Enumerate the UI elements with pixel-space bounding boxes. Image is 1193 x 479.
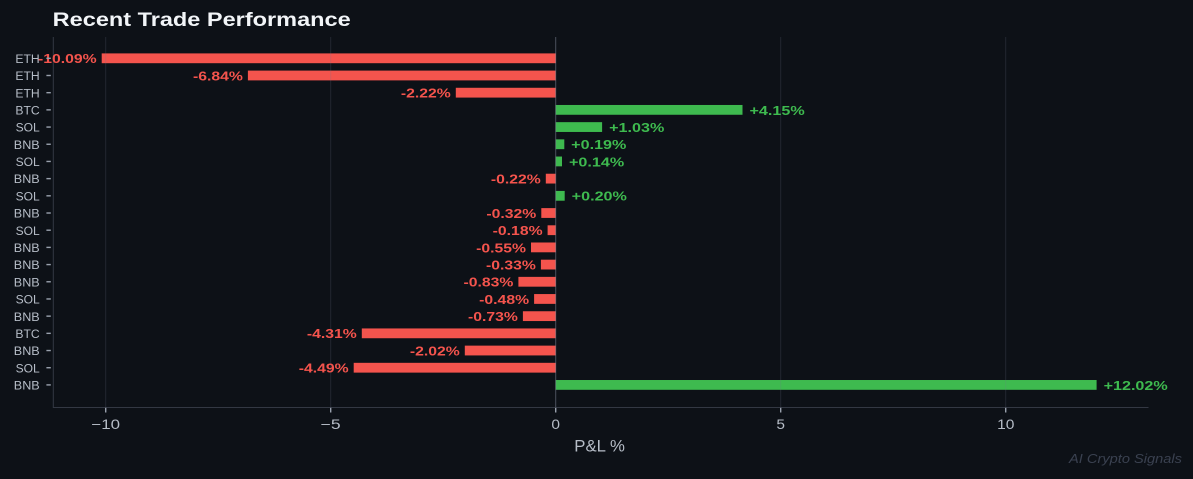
svg-text:-0.55%: -0.55% [476, 240, 526, 255]
svg-text:-2.22%: -2.22% [401, 86, 451, 101]
svg-text:AI Crypto Signals: AI Crypto Signals [1068, 451, 1182, 466]
svg-text:-0.22%: -0.22% [491, 172, 541, 187]
svg-text:Recent Trade Performance: Recent Trade Performance [53, 10, 351, 31]
svg-text:+12.02%: +12.02% [1104, 378, 1169, 393]
svg-text:SOL: SOL [16, 121, 40, 135]
svg-text:+1.03%: +1.03% [609, 120, 665, 135]
svg-text:-4.31%: -4.31% [307, 326, 357, 341]
svg-text:−5: −5 [321, 417, 341, 432]
svg-text:-10.09%: -10.09% [38, 51, 97, 66]
svg-text:ETH: ETH [15, 52, 39, 66]
svg-text:BNB: BNB [14, 207, 40, 221]
svg-text:-0.73%: -0.73% [468, 309, 518, 324]
svg-text:-2.02%: -2.02% [410, 343, 460, 358]
svg-text:0: 0 [551, 417, 560, 432]
svg-text:SOL: SOL [16, 224, 40, 238]
svg-text:BNB: BNB [14, 344, 40, 358]
svg-text:SOL: SOL [16, 189, 40, 203]
svg-text:P&L %: P&L % [574, 438, 625, 456]
svg-text:BNB: BNB [14, 258, 40, 272]
svg-text:BNB: BNB [14, 138, 40, 152]
svg-text:10: 10 [997, 417, 1015, 432]
svg-text:BNB: BNB [14, 275, 40, 289]
svg-text:-6.84%: -6.84% [193, 68, 243, 83]
svg-text:5: 5 [776, 417, 785, 432]
svg-text:+0.19%: +0.19% [571, 137, 627, 152]
svg-text:BTC: BTC [15, 327, 39, 341]
svg-text:BNB: BNB [14, 172, 40, 186]
svg-text:ETH: ETH [15, 86, 39, 100]
svg-text:-0.48%: -0.48% [479, 292, 529, 307]
svg-text:ETH: ETH [15, 69, 39, 83]
svg-text:−10: −10 [91, 417, 120, 432]
svg-text:-0.18%: -0.18% [493, 223, 543, 238]
svg-text:SOL: SOL [16, 155, 40, 169]
svg-text:-0.83%: -0.83% [464, 275, 514, 290]
svg-text:BTC: BTC [15, 104, 39, 118]
svg-text:-0.33%: -0.33% [486, 258, 536, 273]
svg-text:SOL: SOL [16, 293, 40, 307]
svg-text:+0.20%: +0.20% [572, 189, 628, 204]
svg-text:SOL: SOL [16, 361, 40, 375]
svg-text:BNB: BNB [14, 379, 40, 393]
svg-text:+0.14%: +0.14% [569, 154, 625, 169]
svg-text:BNB: BNB [14, 241, 40, 255]
svg-text:BNB: BNB [14, 310, 40, 324]
svg-text:+4.15%: +4.15% [750, 103, 806, 118]
svg-text:-4.49%: -4.49% [299, 361, 349, 376]
svg-text:-0.32%: -0.32% [486, 206, 536, 221]
